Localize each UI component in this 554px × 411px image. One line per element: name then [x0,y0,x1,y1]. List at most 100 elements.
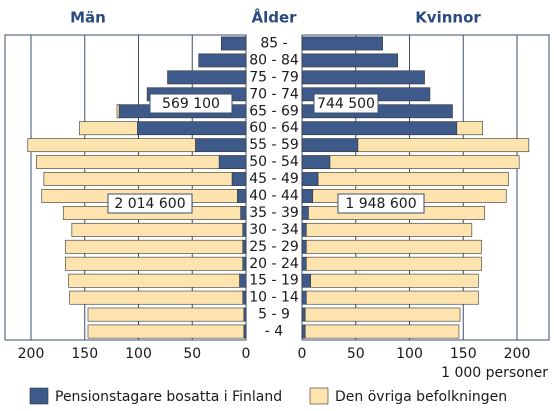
bar [167,70,247,85]
category-label: 40 - 44 [249,188,299,204]
x-tick-label: 0 [242,346,251,362]
x-tick-label: 200 [18,346,45,362]
bar [301,138,359,153]
bar [36,155,220,169]
x-tick-label: 150 [71,346,98,362]
bar [305,239,482,254]
x-tick-label: 100 [125,346,152,362]
total-box [149,93,233,114]
category-label: - 4 [265,324,284,340]
x-tick-label: 0 [298,346,307,362]
legend-swatch [309,387,329,405]
bar [301,189,314,203]
category-label: 10 - 14 [249,290,299,306]
bar [239,273,247,288]
legend-label: Den övriga befolkningen [335,389,507,405]
bar [305,290,479,305]
bar [301,121,458,136]
bar [43,172,233,186]
category-label: 75 - 79 [249,69,299,85]
bar [301,256,307,271]
bar [301,290,307,305]
category-label: 80 - 84 [249,52,299,68]
side-title: Män [70,9,106,27]
category-label: 60 - 64 [249,120,299,136]
category-label: 50 - 54 [249,154,299,170]
x-tick-label: 50 [183,346,201,362]
bar [242,222,247,237]
bar [69,290,244,305]
x-tick-label: 50 [347,346,365,362]
bar [220,36,247,51]
total-box [337,193,425,214]
bar [87,307,245,322]
bar [71,222,244,237]
bar [243,307,247,322]
total-box [107,193,193,214]
total-label: 744 500 [317,96,375,112]
total-label: 569 100 [162,96,220,112]
bar [87,324,245,339]
bar [195,138,247,153]
category-label: 30 - 34 [249,222,299,238]
bar [301,307,306,322]
bar [301,36,383,51]
bar [301,324,306,339]
bar [68,273,240,288]
bar [329,155,520,169]
legend-label: Pensionstagare bosatta i Finland [55,389,282,405]
bar [301,155,331,169]
bar [301,273,311,288]
bar [231,172,247,186]
bar [243,324,247,339]
x-tick-label: 150 [450,346,477,362]
bar [456,121,483,136]
bar [65,256,244,271]
category-label: 85 - [260,35,287,51]
bar [310,273,479,288]
bar [65,239,244,254]
bar [242,290,247,305]
x-tick-label: 200 [504,346,531,362]
category-label: 15 - 19 [249,273,299,289]
bar [301,53,398,68]
unit-label: 1 000 personer [441,365,548,381]
bar [301,206,309,220]
category-label: 70 - 74 [249,86,299,102]
bar [301,222,307,237]
bar [301,172,319,186]
bar [240,206,247,220]
bar [304,307,461,322]
bar [301,239,307,254]
bar [242,256,247,271]
bar [305,222,473,237]
category-label: 5 - 9 [258,307,290,323]
category-label: 55 - 59 [249,137,299,153]
bar [304,324,460,339]
bar [301,70,425,85]
total-label: 1 948 600 [345,196,416,212]
bar [198,53,247,68]
bar [242,239,247,254]
bar [137,121,247,136]
category-label: 35 - 39 [249,205,299,221]
bar [237,189,247,203]
total-box [313,93,379,114]
category-label: 20 - 24 [249,256,299,272]
total-label: 2 014 600 [114,196,185,212]
bar [317,172,509,186]
bar [357,138,530,153]
bar [116,104,120,119]
bar [218,155,247,169]
category-label: 65 - 69 [249,103,299,119]
x-tick-label: 100 [396,346,423,362]
category-label: 25 - 29 [249,239,299,255]
bar [27,138,196,153]
bar [79,121,138,136]
legend-swatch [29,387,49,405]
category-label: 45 - 49 [249,171,299,187]
side-title: Kvinnor [415,9,481,27]
category-title: Ålder [251,8,297,27]
bar [305,256,482,271]
